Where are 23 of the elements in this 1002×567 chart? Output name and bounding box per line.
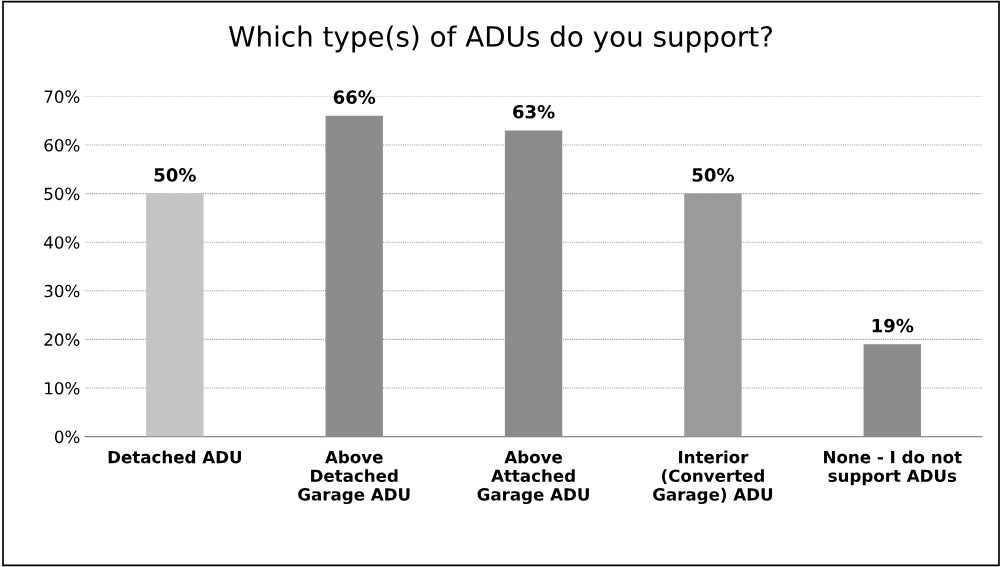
data-label: 66%: [333, 90, 376, 104]
x-tick-label: Detached ADU: [108, 450, 242, 464]
y-tick-label: 60%: [44, 138, 80, 152]
x-tick-label: Above Detached Garage ADU: [298, 450, 410, 505]
data-label: 50%: [154, 168, 196, 182]
bar: [504, 130, 563, 437]
x-tick-label: Above Attached Garage ADU: [477, 450, 589, 505]
data-label: 63%: [513, 104, 555, 119]
bar: [325, 115, 383, 437]
y-tick-label: 70%: [44, 90, 80, 103]
y-tick-label: 30%: [44, 284, 80, 298]
y-tick-label: 10%: [45, 381, 80, 395]
y-tick-label: 0%: [54, 430, 80, 444]
y-tick-label: 20%: [44, 333, 80, 346]
chart-title: Which type(s) of ADUs do you support?: [228, 25, 772, 53]
x-tick-label: None - I do not support ADUs: [824, 450, 962, 486]
data-label: 19%: [872, 318, 914, 333]
data-label: 50%: [692, 168, 734, 182]
bar: [863, 344, 921, 437]
y-tick-label: 50%: [44, 187, 80, 201]
bar: [146, 193, 204, 437]
y-tick-label: 40%: [44, 236, 80, 249]
x-tick-label: Interior (Converted Garage) ADU: [653, 450, 773, 505]
